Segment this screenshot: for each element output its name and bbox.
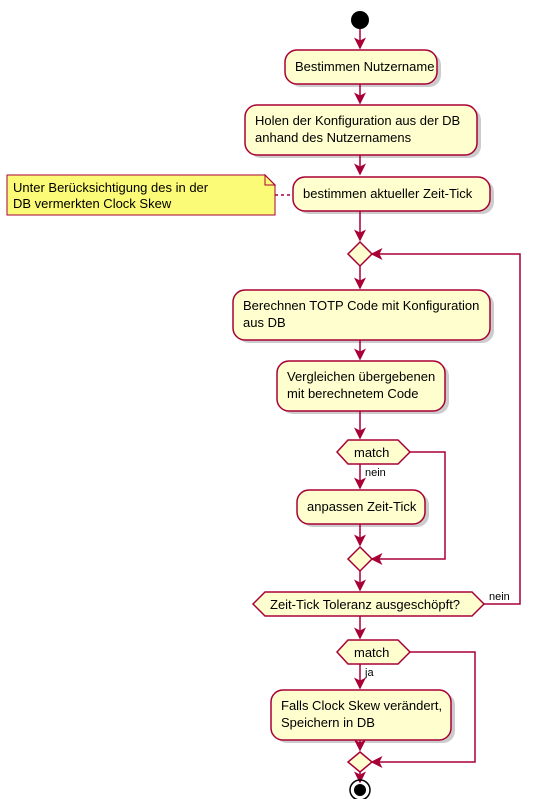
label: Berechnen TOTP Code mit Konfiguration: [243, 298, 479, 313]
label: bestimmen aktueller Zeit-Tick: [303, 186, 473, 201]
label: Unter Berücksichtigung des in der: [13, 180, 209, 195]
label: Bestimmen Nutzername: [295, 59, 434, 74]
edge-label-yes: ja: [364, 667, 374, 679]
label: Vergleichen übergebenen: [287, 369, 435, 384]
merge-node: [348, 752, 372, 772]
label: anhand des Nutzernamens: [255, 130, 412, 145]
label: mit berechnetem Code: [287, 386, 419, 401]
label: Holen der Konfiguration aus der DB: [255, 113, 460, 128]
label: match: [354, 645, 389, 660]
merge-node: [348, 242, 372, 266]
merge-node: [348, 547, 372, 571]
edge-label-no: nein: [365, 467, 386, 479]
label: DB vermerkten Clock Skew: [13, 196, 172, 211]
start-node: [351, 11, 369, 29]
label: aus DB: [243, 315, 286, 330]
note-clock-skew: Unter Berücksichtigung des in der DB ver…: [7, 175, 275, 215]
label: anpassen Zeit-Tick: [307, 499, 417, 514]
label: match: [354, 445, 389, 460]
label: Speichern in DB: [281, 715, 375, 730]
label: Zeit-Tick Toleranz ausgeschöpft?: [270, 597, 460, 612]
edge-label-no: nein: [489, 591, 510, 603]
label: Falls Clock Skew verändert,: [281, 698, 442, 713]
